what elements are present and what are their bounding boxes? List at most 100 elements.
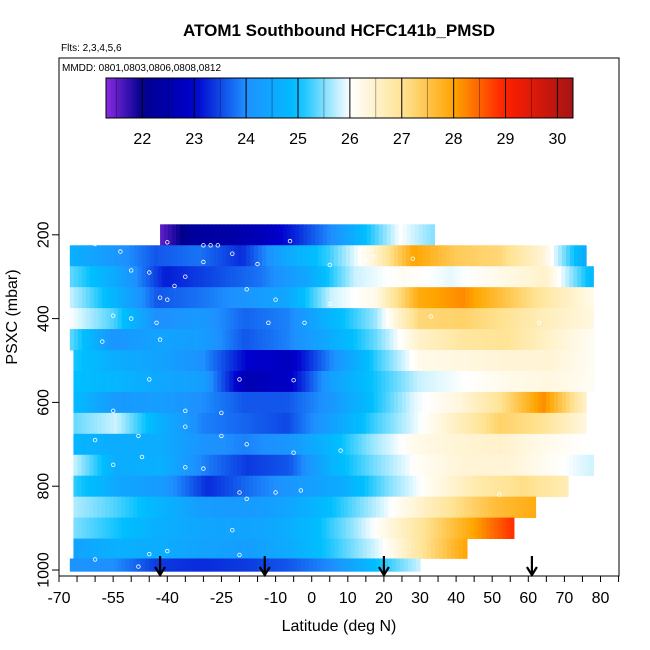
heat-cell: [317, 329, 323, 351]
heat-cell: [401, 266, 407, 288]
heat-cell: [425, 308, 431, 330]
heat-cell: [412, 475, 418, 498]
heat-cell: [205, 350, 210, 372]
heat-cell: [381, 433, 387, 456]
heat-cell: [349, 266, 355, 288]
heat-cell: [185, 329, 191, 351]
heat-cell: [197, 475, 202, 498]
heat-cell: [269, 245, 275, 267]
heat-cell: [129, 475, 134, 498]
heat-cell: [537, 454, 542, 477]
heat-cell: [125, 475, 130, 498]
heat-cell: [222, 538, 227, 559]
heat-cell: [301, 266, 307, 288]
heat-cell: [437, 350, 442, 372]
heat-cell: [569, 370, 574, 393]
heat-cell: [441, 454, 446, 477]
heat-cell: [237, 517, 243, 539]
heat-cell: [221, 329, 227, 351]
heat-cell: [473, 266, 479, 288]
heat-cell: [169, 391, 175, 414]
heat-cell: [413, 329, 419, 351]
heat-cell: [161, 245, 167, 267]
heat-cell: [273, 370, 278, 393]
heat-cell: [305, 391, 311, 414]
heat-cell: [93, 454, 99, 477]
heat-cell: [189, 287, 195, 309]
heat-cell: [503, 496, 509, 519]
heat-cell: [365, 412, 371, 435]
heat-cell: [313, 350, 318, 372]
heat-cell: [385, 370, 390, 393]
heat-cell: [423, 496, 429, 519]
heat-cell: [325, 517, 331, 539]
heat-cell: [205, 266, 211, 288]
heat-cell: [125, 266, 131, 288]
heat-cell: [577, 266, 582, 288]
heat-cell: [153, 558, 158, 572]
heat-cell: [276, 558, 282, 572]
heat-cell: [161, 475, 166, 498]
heat-cell: [341, 350, 346, 372]
heat-cell: [221, 370, 226, 393]
heat-cell: [229, 391, 235, 414]
heat-cell: [385, 517, 391, 539]
heat-cell: [161, 391, 167, 414]
heat-cell: [357, 266, 363, 288]
heat-cell: [237, 245, 243, 267]
heat-cell: [462, 538, 468, 559]
heat-cell: [161, 496, 166, 519]
heat-cell: [316, 475, 322, 498]
heat-cell: [513, 350, 518, 372]
heat-cell: [213, 538, 219, 559]
heat-cell: [197, 287, 203, 309]
heat-cell: [153, 266, 159, 288]
heat-cell: [400, 558, 405, 572]
heat-cell: [433, 433, 439, 456]
heat-cell: [201, 308, 207, 330]
heat-cell: [117, 496, 122, 519]
heat-cell: [169, 287, 175, 309]
heat-cell: [501, 412, 507, 435]
heat-cell: [157, 308, 163, 330]
heat-cell: [353, 329, 359, 351]
heat-cell: [521, 308, 526, 330]
heat-cell: [153, 245, 159, 267]
heat-cell: [521, 266, 526, 288]
heat-cell: [153, 538, 159, 559]
heat-cell: [346, 538, 352, 559]
heat-cell: [398, 538, 404, 559]
heat-cell: [137, 433, 143, 456]
heat-cell: [258, 538, 263, 559]
heat-cell: [373, 433, 379, 456]
heat-cell: [89, 287, 95, 309]
heat-cell: [129, 517, 135, 539]
heat-cell: [226, 538, 231, 559]
heat-cell: [321, 308, 327, 330]
heat-cell: [157, 454, 163, 477]
heat-cell: [169, 454, 175, 477]
heat-cell: [109, 517, 115, 539]
sample-point: [410, 256, 415, 261]
heat-cell: [358, 538, 364, 559]
heat-cell: [77, 475, 83, 498]
sample-point: [165, 548, 170, 554]
heat-cell: [213, 329, 219, 351]
heat-cell: [406, 224, 412, 246]
heat-cell: [511, 496, 517, 519]
heat-cell: [340, 558, 345, 572]
heat-cell: [505, 454, 510, 477]
heat-cell: [287, 224, 292, 246]
heat-cell: [477, 287, 482, 309]
heat-cell: [297, 245, 303, 267]
heat-cell: [241, 517, 247, 539]
heat-cell: [260, 475, 266, 498]
heat-cell: [175, 224, 181, 246]
heat-cell: [468, 475, 473, 498]
heat-cell: [553, 287, 558, 309]
heat-cell: [265, 412, 271, 435]
heat-cell: [117, 475, 122, 498]
heat-cell: [462, 245, 467, 267]
heat-cell: [81, 454, 87, 477]
heat-cell: [141, 308, 147, 330]
